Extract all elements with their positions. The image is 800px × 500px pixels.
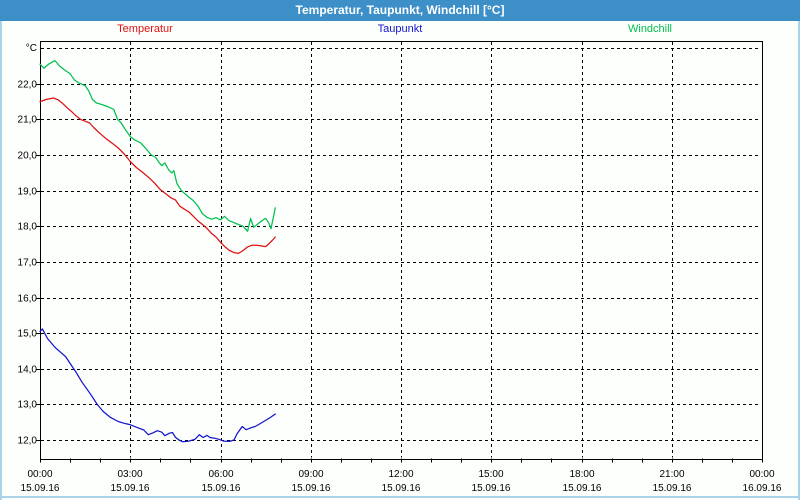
y-tick-label: 16,0 <box>18 294 38 305</box>
window-title: Temperatur, Taupunkt, Windchill [°C] <box>295 3 505 17</box>
x-tick-date-label: 15.09.16 <box>382 483 421 494</box>
x-tick-date-label: 15.09.16 <box>111 483 150 494</box>
x-tick-time-label: 21:00 <box>659 469 684 480</box>
y-tick-label: 13,0 <box>18 400 38 411</box>
y-tick-label: 14,0 <box>18 365 38 376</box>
x-tick-time-label: 18:00 <box>569 469 594 480</box>
window-frame-left <box>0 21 2 500</box>
x-tick-time-label: 00:00 <box>27 469 52 480</box>
y-tick-label: 18,0 <box>18 222 38 233</box>
x-tick-time-label: 12:00 <box>388 469 413 480</box>
y-tick-label: 15,0 <box>18 329 38 340</box>
window-frame-right <box>798 21 800 500</box>
y-tick-label: 12,0 <box>18 436 38 447</box>
series-temperatur-line <box>39 97 276 255</box>
x-tick-date-label: 15.09.16 <box>563 483 602 494</box>
x-tick-date-label: 15.09.16 <box>472 483 511 494</box>
y-tick-label: 20,0 <box>18 151 38 162</box>
x-tick-date-label: 15.09.16 <box>202 483 241 494</box>
y-tick-label: 17,0 <box>18 258 38 269</box>
x-tick-date-label: 15.09.16 <box>21 483 60 494</box>
y-tick-label: 22,0 <box>18 80 38 91</box>
x-tick-date-label: 15.09.16 <box>653 483 692 494</box>
x-tick-time-label: 15:00 <box>478 469 503 480</box>
window-title-bar: Temperatur, Taupunkt, Windchill [°C] <box>0 0 800 21</box>
legend-item-windchill: Windchill <box>627 23 673 35</box>
x-tick-time-label: 06:00 <box>208 469 233 480</box>
legend-item-temperatur: Temperatur <box>117 23 173 35</box>
x-tick-time-label: 03:00 <box>117 469 142 480</box>
y-tick-label: 19,0 <box>18 187 38 198</box>
series-windchill-line <box>39 59 276 232</box>
x-tick-date-label: 16.09.16 <box>743 483 782 494</box>
legend-item-taupunkt: Taupunkt <box>377 23 423 35</box>
y-axis-unit-label: °C <box>26 43 37 54</box>
series-taupunkt-line <box>39 328 276 443</box>
x-tick-time-label: 09:00 <box>298 469 323 480</box>
y-tick-label: 21,0 <box>18 115 38 126</box>
x-tick-date-label: 15.09.16 <box>292 483 331 494</box>
x-tick-time-label: 00:00 <box>749 469 774 480</box>
window-frame-bottom <box>0 496 800 498</box>
